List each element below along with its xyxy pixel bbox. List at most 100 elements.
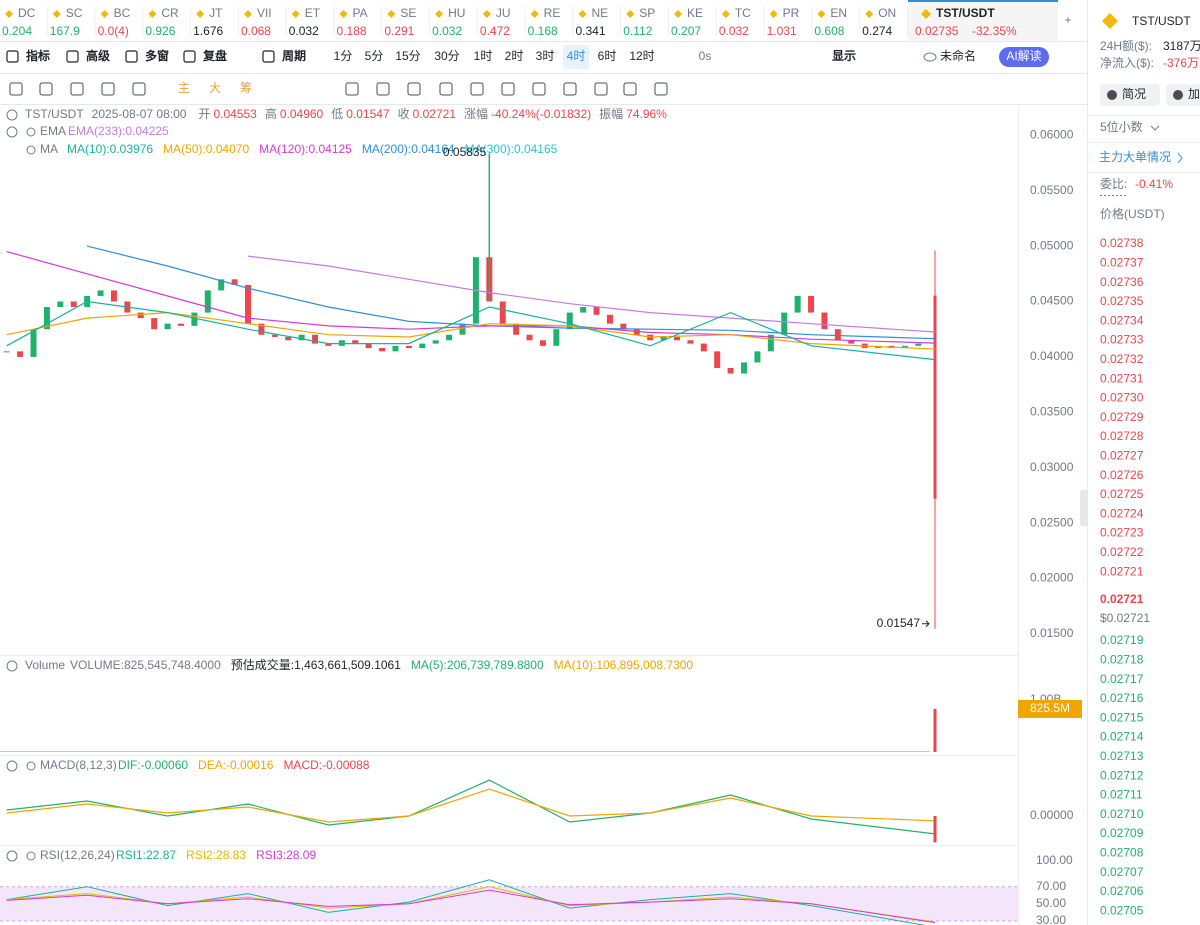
- ticker-tab[interactable]: [47, 0, 96, 41]
- ticker-tab[interactable]: [334, 0, 383, 41]
- moving-average-line: [6, 311, 936, 350]
- candle: [3, 351, 10, 353]
- ticker-name: KE: [687, 6, 703, 20]
- toolbar-item[interactable]: 指标: [26, 48, 50, 63]
- tool-icon[interactable]: [594, 82, 608, 96]
- ohlc-label: 开: [198, 107, 210, 121]
- toolbar-item[interactable]: 多窗: [145, 48, 169, 63]
- ticker-tab[interactable]: [0, 0, 48, 41]
- ticker-name: NE: [591, 6, 608, 20]
- tool-icon[interactable]: [101, 82, 115, 96]
- y-tick-label: 0.01500: [1030, 626, 1074, 640]
- coin-icon: [578, 10, 587, 18]
- last-candle-body: [933, 295, 937, 499]
- toolbar-item[interactable]: 周期: [282, 48, 306, 63]
- bid-price: 0.02715: [1100, 710, 1144, 724]
- ticker-tab[interactable]: [812, 0, 861, 41]
- interval-button[interactable]: 5分: [365, 49, 384, 63]
- collapse-icon[interactable]: [6, 850, 18, 862]
- drawing-tool[interactable]: 筹: [240, 81, 252, 95]
- display-button[interactable]: 显示: [832, 49, 856, 63]
- ai-button[interactable]: AI解读: [1006, 49, 1041, 63]
- tool-icon[interactable]: [439, 82, 453, 96]
- ticker-tab[interactable]: [716, 0, 765, 41]
- candle: [580, 307, 587, 313]
- toolbar-item[interactable]: 复盘: [202, 48, 227, 63]
- interval-button[interactable]: 1分: [334, 49, 353, 63]
- ticker-tab[interactable]: [621, 0, 670, 41]
- interval-button[interactable]: 15分: [395, 49, 420, 63]
- layout-name[interactable]: 未命名: [940, 48, 976, 63]
- ticker-tab[interactable]: [860, 0, 908, 41]
- ticker-price: 0.032: [719, 24, 749, 38]
- ticker-tab[interactable]: [286, 0, 335, 41]
- tool-icon[interactable]: [9, 82, 23, 96]
- ticker-name: SP: [639, 6, 655, 20]
- tool-icon[interactable]: [532, 82, 546, 96]
- interval-button[interactable]: 12时: [629, 49, 654, 63]
- interval-button[interactable]: 1时: [474, 49, 493, 63]
- collapse-icon[interactable]: [6, 126, 18, 138]
- ticker-name: SC: [66, 6, 83, 20]
- panel-button-bg[interactable]: [1100, 84, 1160, 106]
- tool-icon[interactable]: [407, 82, 421, 96]
- ticker-tab[interactable]: [669, 0, 717, 41]
- ticker-price: 0.204: [2, 24, 32, 38]
- interval-button[interactable]: 30分: [434, 49, 459, 63]
- tool-icon[interactable]: [623, 82, 637, 96]
- ticker-tab[interactable]: [191, 0, 239, 41]
- ticker-tab[interactable]: [238, 0, 287, 41]
- big-orders-link[interactable]: 主力大单情况: [1099, 150, 1171, 164]
- ask-price: 0.02723: [1100, 526, 1144, 540]
- ohlc-label: 收: [398, 107, 410, 121]
- tool-icon[interactable]: [470, 82, 484, 96]
- ticker-name: VII: [257, 6, 272, 20]
- drawing-tool[interactable]: 大: [209, 81, 221, 95]
- tool-icon[interactable]: [376, 82, 390, 96]
- panel-button[interactable]: 简况: [1122, 87, 1146, 101]
- ticker-tab[interactable]: [430, 0, 478, 41]
- ask-price: 0.02734: [1100, 313, 1144, 327]
- ratio-label: 委比:: [1100, 177, 1127, 191]
- ticker-tab[interactable]: [764, 0, 813, 41]
- chevron: [1177, 152, 1183, 164]
- tool-icon[interactable]: [39, 82, 53, 96]
- interval-button[interactable]: 6时: [598, 49, 617, 63]
- tool-icon[interactable]: [132, 82, 146, 96]
- timer: 0s: [699, 49, 712, 63]
- candle: [245, 284, 252, 324]
- indicator-value: EMA(233):0.04225: [68, 124, 169, 138]
- collapse-icon[interactable]: [6, 660, 18, 672]
- drawing-tool[interactable]: 主: [178, 81, 190, 95]
- panel-button[interactable]: 加: [1188, 87, 1200, 101]
- panel-button-bg[interactable]: [1166, 84, 1200, 106]
- scroll-handle[interactable]: [1080, 490, 1088, 526]
- add-tab-icon[interactable]: +: [1064, 13, 1071, 27]
- interval-button[interactable]: 3时: [536, 49, 555, 63]
- coin-icon: [243, 10, 252, 18]
- tool-icon[interactable]: [563, 82, 577, 96]
- tool-icon[interactable]: [501, 82, 515, 96]
- tool-icon[interactable]: [70, 82, 84, 96]
- precision-select[interactable]: 5位小数: [1100, 119, 1143, 134]
- collapse-icon[interactable]: [6, 109, 18, 121]
- collapse-icon[interactable]: [6, 760, 18, 772]
- ticker-tab[interactable]: [525, 0, 574, 41]
- tool-icon[interactable]: [654, 82, 668, 96]
- candle: [513, 323, 520, 335]
- ticker-price: 0.341: [575, 24, 605, 38]
- interval-button[interactable]: 4时: [567, 49, 586, 63]
- ticker-tab[interactable]: [95, 0, 144, 41]
- y-tick-label: 0.04000: [1030, 349, 1074, 363]
- active-ticker-tab[interactable]: [908, 0, 1058, 41]
- coin-icon: [148, 10, 157, 18]
- ticker-tab[interactable]: [382, 0, 431, 41]
- ticker-tab[interactable]: [143, 0, 192, 41]
- toolbar-item[interactable]: 高级: [86, 48, 110, 63]
- interval-button[interactable]: 2时: [505, 49, 524, 63]
- ai-button-bg[interactable]: [999, 47, 1049, 67]
- ticker-tab[interactable]: [573, 0, 622, 41]
- ticker-tab[interactable]: [477, 0, 526, 41]
- tool-icon[interactable]: [345, 82, 359, 96]
- ask-price: 0.02724: [1100, 506, 1144, 520]
